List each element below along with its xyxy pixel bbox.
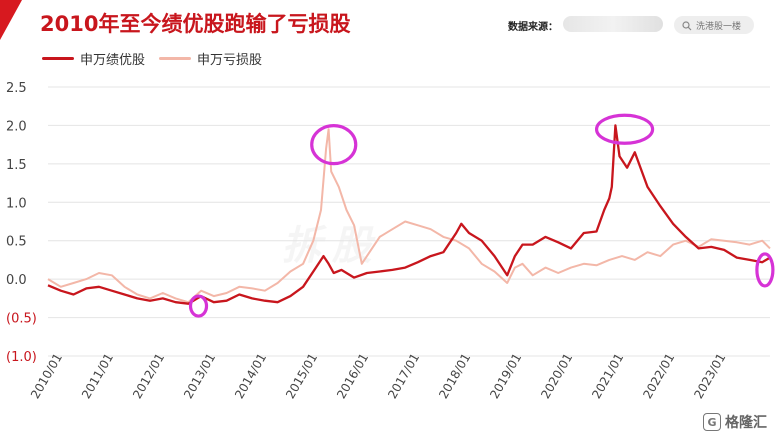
y-tick-label: 0.5 (6, 235, 27, 250)
search-text: 洗港股一楼 (696, 21, 742, 32)
corner-mark (0, 0, 22, 40)
brand-badge-icon: G (703, 413, 721, 431)
x-tick-label: 2023/01 (691, 351, 728, 401)
x-tick-label: 2021/01 (589, 351, 626, 401)
x-tick-label: 2019/01 (487, 351, 524, 401)
y-tick-label: (0.5) (6, 312, 37, 327)
x-tick-label: 2016/01 (334, 351, 371, 401)
y-tick-label: 1.5 (6, 158, 27, 173)
legend-item-series2: 申万亏损股 (159, 49, 262, 68)
annotation-circle (188, 294, 209, 318)
x-tick-label: 2015/01 (283, 351, 320, 401)
x-tick-label: 2013/01 (181, 351, 218, 401)
x-tick-label: 2018/01 (436, 351, 473, 401)
chart-title: 2010年至今绩优股跑输了亏损股 (40, 12, 351, 36)
y-tick-label: 0.0 (6, 273, 27, 288)
annotation-circle (594, 113, 655, 145)
x-tick-label: 2017/01 (385, 351, 422, 401)
brand-logo: G 格隆汇 (703, 412, 767, 432)
series-line-2 (47, 128, 771, 304)
legend: 申万绩优股 申万亏损股 (42, 49, 262, 68)
y-tick-label: 2.5 (6, 81, 27, 96)
source-value-blurred (563, 16, 663, 32)
brand-name: 格隆汇 (725, 415, 767, 431)
search-pill[interactable]: 洗港股一楼 (674, 16, 754, 34)
search-icon (682, 16, 692, 35)
legend-label-series2: 申万亏损股 (197, 53, 263, 68)
source-label: 数据来源： (508, 22, 558, 33)
legend-label-series1: 申万绩优股 (80, 53, 146, 68)
x-tick-label: 2012/01 (130, 351, 167, 401)
y-tick-label: 1.0 (6, 196, 27, 211)
annotation-circle (755, 252, 775, 288)
series-line-1 (47, 124, 771, 305)
legend-item-series1: 申万绩优股 (42, 49, 145, 68)
x-tick-label: 2014/01 (232, 351, 269, 401)
y-tick-label: (1.0) (6, 350, 37, 365)
x-tick-label: 2020/01 (538, 351, 575, 401)
annotation-circle (310, 124, 358, 166)
x-tick-label: 2011/01 (79, 351, 116, 401)
legend-swatch-series2 (159, 57, 192, 60)
x-tick-label: 2022/01 (640, 351, 677, 401)
y-tick-label: 2.0 (6, 119, 27, 134)
legend-swatch-series1 (42, 57, 74, 60)
